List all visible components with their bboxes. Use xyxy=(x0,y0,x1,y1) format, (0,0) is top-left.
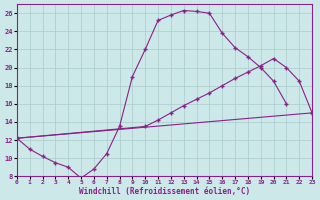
X-axis label: Windchill (Refroidissement éolien,°C): Windchill (Refroidissement éolien,°C) xyxy=(79,187,250,196)
